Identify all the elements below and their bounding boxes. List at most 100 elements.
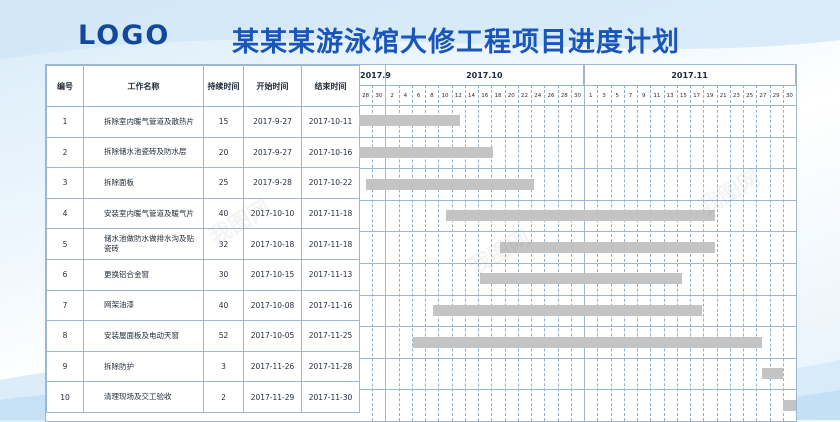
task-name: 储水池做防水做排水沟及贴瓷砖: [83, 228, 204, 260]
grid-line: [359, 326, 796, 328]
grid-line: [769, 85, 771, 421]
task-duration: 3: [203, 350, 244, 383]
grid-line: [597, 85, 599, 421]
grid-line: [676, 85, 678, 421]
grid-line: [451, 85, 453, 421]
task-name: 安装屋面板及电动天窗: [83, 320, 204, 352]
grid-line: [425, 85, 427, 421]
task-name: 拆除防护: [83, 350, 204, 383]
day-header: 16: [481, 92, 489, 99]
day-header: 30: [375, 92, 383, 99]
task-no: 9: [46, 350, 84, 383]
day-header: 25: [746, 92, 754, 99]
day-header: 28: [560, 92, 568, 99]
task-no: 1: [46, 106, 84, 138]
grid-line: [359, 263, 796, 264]
task-duration: 25: [203, 167, 244, 199]
day-header: 10: [441, 92, 449, 99]
task-start: 2017-10-18: [243, 228, 302, 260]
task-name: 拆除室内暖气管道及散热片: [83, 106, 204, 138]
table-row: 8 安装屋面板及电动天窗 52 2017-10-05 2017-11-25: [46, 320, 360, 352]
grid-line: [610, 85, 612, 421]
grid-line: [411, 85, 413, 421]
logo: LOGO: [78, 20, 171, 51]
table-row: 7 网架油漆 40 2017-10-08 2017-11-16: [46, 289, 360, 322]
grid-line: [504, 85, 506, 421]
day-header: 22: [521, 92, 529, 99]
month-header: 2017.11: [584, 65, 796, 86]
task-bar: [359, 146, 494, 158]
day-header: 19: [706, 92, 714, 99]
grid-line: [359, 168, 796, 170]
grid-line: [782, 85, 784, 421]
task-start: 2017-11-26: [243, 350, 302, 383]
task-duration: 32: [203, 228, 244, 260]
header-no: 编号: [46, 65, 84, 107]
day-header: 21: [719, 92, 727, 99]
task-name: 清理现场及交工验收: [83, 381, 204, 413]
task-start: 2017-11-29: [243, 381, 302, 413]
grid-line: [359, 199, 796, 201]
task-end: 2017-11-25: [301, 320, 360, 352]
task-end: 2017-11-28: [301, 350, 360, 383]
day-header: 23: [732, 92, 740, 99]
task-name: 网架油漆: [83, 289, 204, 322]
table-header-row: 编号 工作名称 持续时间 开始时间 结束时间: [46, 65, 360, 107]
page-header: LOGO 某某某游泳馆大修工程项目进度计划: [0, 0, 840, 62]
day-header: 8: [430, 92, 434, 99]
grid-line: [359, 85, 796, 86]
grid-line: [544, 85, 546, 421]
task-duration: 40: [203, 289, 244, 322]
task-no: 5: [46, 228, 84, 260]
day-header: 1: [588, 92, 593, 99]
day-header: 14: [468, 92, 476, 99]
task-start: 2017-9-27: [243, 136, 302, 169]
grid-line: [716, 85, 718, 421]
day-header: 27: [759, 92, 767, 99]
day-header: 2: [390, 92, 394, 99]
task-bar: [782, 399, 796, 411]
table-row: 9 拆除防护 3 2017-11-26 2017-11-28: [46, 350, 360, 383]
task-start: 2017-9-28: [243, 167, 302, 199]
task-no: 2: [46, 136, 84, 169]
month-header: 2017.9: [359, 65, 391, 86]
table-row: 3 拆除面板 25 2017-9-28 2017-10-22: [46, 167, 360, 199]
task-name: 更换铝合金窗: [83, 258, 204, 291]
month-header: 2017.10: [385, 65, 585, 86]
day-header: 9: [641, 92, 646, 99]
table-row: 2 拆除储水池瓷砖及防水层 20 2017-9-27 2017-10-16: [46, 136, 360, 169]
grid-line: [756, 85, 758, 421]
task-start: 2017-10-15: [243, 258, 302, 291]
task-bar: [359, 115, 460, 127]
task-no: 8: [46, 320, 84, 352]
grid-line: [570, 85, 572, 421]
task-no: 10: [46, 381, 84, 413]
task-name: 拆除面板: [83, 167, 204, 199]
task-no: 6: [46, 258, 84, 291]
grid-line: [491, 85, 493, 421]
day-header: 15: [679, 92, 687, 99]
task-table: 编号 工作名称 持续时间 开始时间 结束时间 1 拆除室内暖气管道及散热片 15 20…: [46, 65, 360, 413]
grid-line: [359, 105, 796, 106]
task-end: 2017-11-18: [301, 228, 360, 260]
grid-line: [398, 85, 400, 421]
table-row: 5 储水池做防水做排水沟及贴瓷砖 32 2017-10-18 2017-11-18: [46, 228, 360, 260]
table-row: 4 安装室内暖气管道及暖气片 40 2017-10-10 2017-11-18: [46, 197, 360, 230]
gantt-chart: 2017.9 28 30 2017.10 2 4 6 8 10 12 14 16 18 20 22 24 26 2…: [359, 65, 796, 422]
grid-line: [703, 85, 705, 421]
table-row: 10 清理现场及交工验收 2 2017-11-29 2017-11-30: [46, 381, 360, 413]
task-no: 7: [46, 289, 84, 322]
day-header: 30: [573, 92, 581, 99]
task-duration: 52: [203, 320, 244, 352]
task-end: 2017-11-16: [301, 289, 360, 322]
grid-line: [438, 85, 440, 421]
task-end: 2017-10-22: [301, 167, 360, 199]
grid-line: [690, 85, 692, 421]
task-bar: [480, 273, 682, 285]
day-header: 18: [494, 92, 502, 99]
grid-line: [385, 65, 387, 421]
day-header: 20: [507, 92, 515, 99]
grid-line: [359, 136, 796, 138]
day-header: 26: [547, 92, 555, 99]
grid-line: [729, 85, 731, 421]
